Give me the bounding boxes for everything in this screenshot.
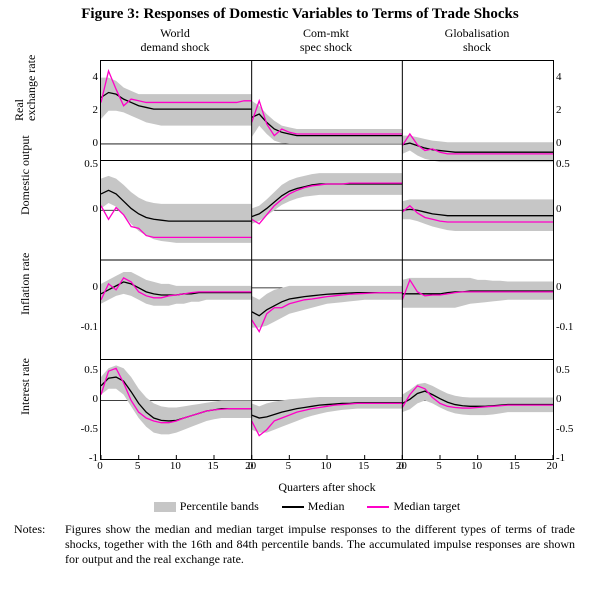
legend-band-label: Percentile bands xyxy=(180,499,259,513)
legend-median-label: Median xyxy=(308,499,345,513)
chart-grid xyxy=(100,60,554,460)
column-headers: Worlddemand shock Com-mktspec shock Glob… xyxy=(100,26,554,58)
legend-median-swatch xyxy=(282,506,304,508)
chart-svg xyxy=(101,61,553,459)
legend: Percentile bands Median Median target xyxy=(60,498,554,514)
xaxis-title: Quarters after shock xyxy=(100,480,554,495)
figure-notes: Notes: Figures show the median and media… xyxy=(14,522,588,567)
notes-label: Notes: xyxy=(14,522,62,537)
col-header-0: Worlddemand shock xyxy=(100,26,250,54)
col-header-2: Globalisationshock xyxy=(402,26,552,54)
legend-target-label: Median target xyxy=(393,499,460,513)
row-label-0: Realexchange rate xyxy=(13,107,37,121)
legend-target-swatch xyxy=(367,506,389,508)
notes-body: Figures show the median and median targe… xyxy=(65,522,575,567)
figure-title: Figure 3: Responses of Domestic Variable… xyxy=(12,6,588,23)
legend-band-swatch xyxy=(154,502,176,512)
col-header-1: Com-mktspec shock xyxy=(251,26,401,54)
row-label-3: Interest rate xyxy=(19,401,31,415)
row-label-2: Inflation rate xyxy=(19,301,31,315)
row-label-1: Domestic output xyxy=(19,201,31,215)
